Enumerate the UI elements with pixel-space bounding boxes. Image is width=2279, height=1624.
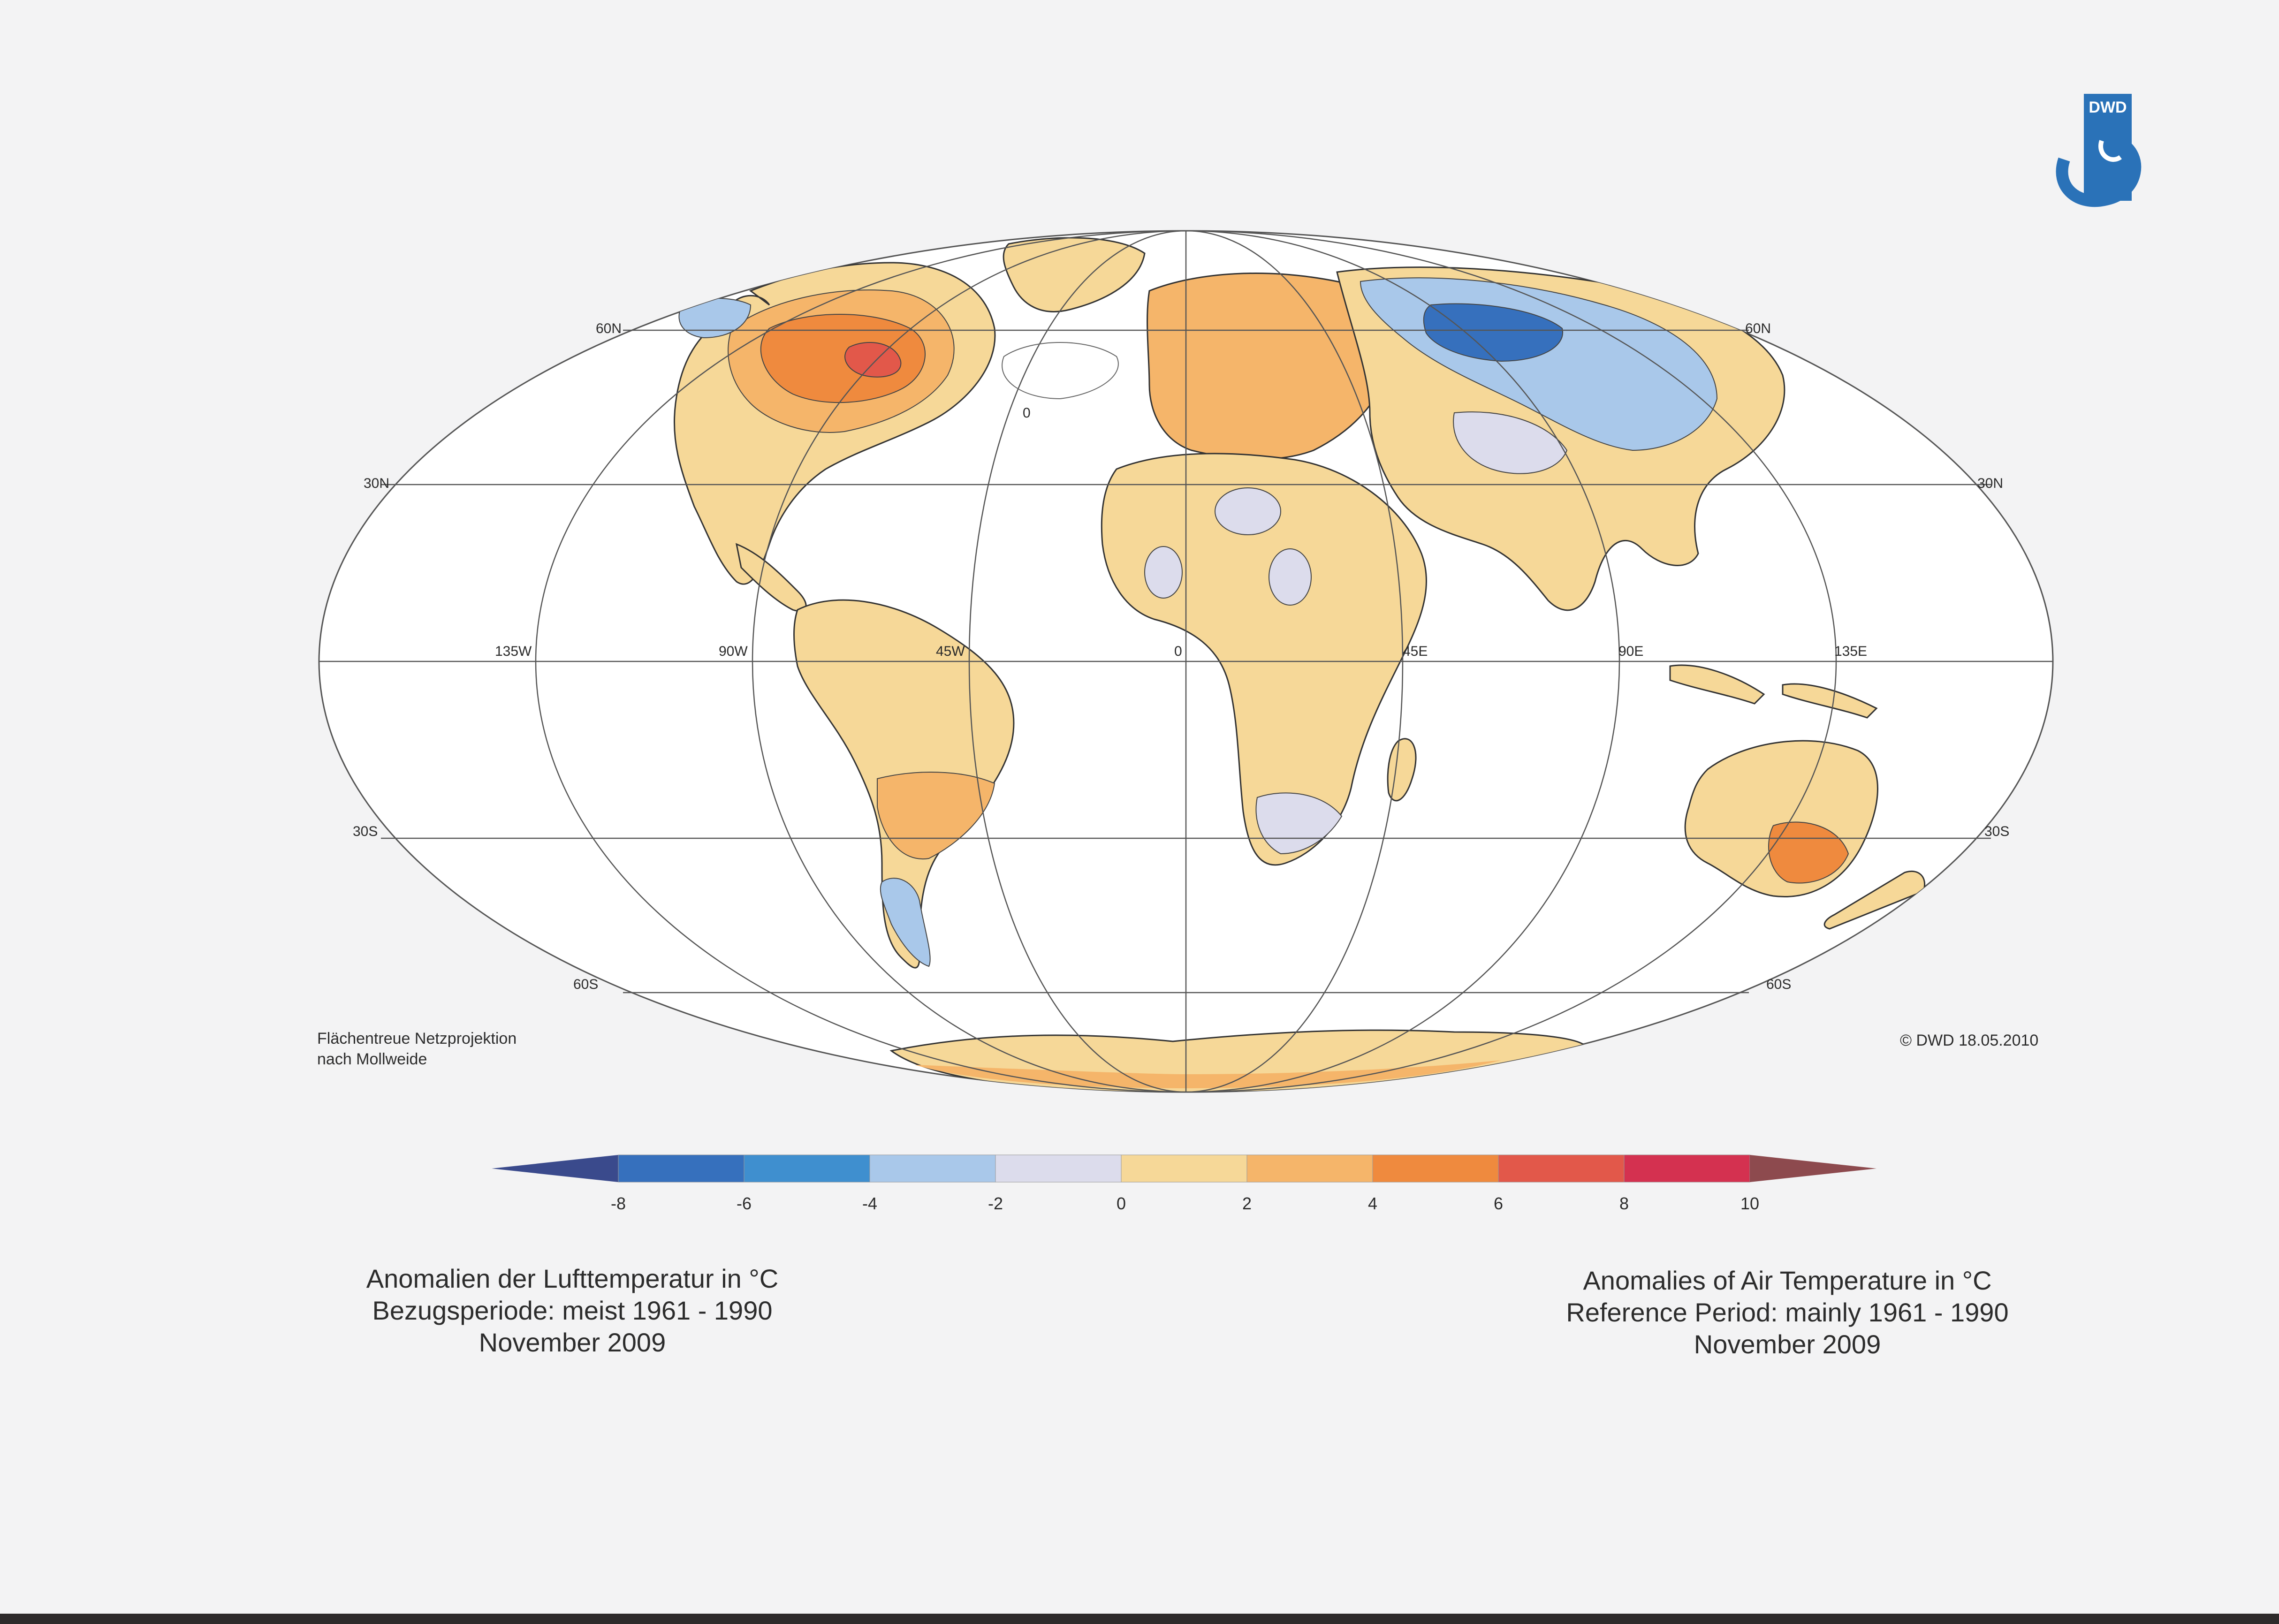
scale-tick-label: 0 [1117,1194,1126,1213]
caption-german-line-2: Bezugsperiode: meist 1961 - 1990 [372,1296,773,1325]
lon-label-45e: 45E [1403,644,1428,659]
lon-label-0: 0 [1174,644,1182,659]
lon-label-135e: 135E [1834,644,1867,659]
projection-note-line-2: nach Mollweide [317,1050,427,1068]
dwd-logo: DWD [2056,94,2142,207]
caption-german-line-1: Anomalien der Lufttemperatur in °C [366,1264,779,1293]
region-australia-warm [1768,821,1849,884]
projection-note: Flächentreue Netzprojektion nach Mollwei… [317,1028,517,1070]
scale-tick-label: 6 [1494,1194,1503,1213]
region-patagonia [880,878,931,967]
scale-box [869,1154,996,1183]
scale-box [618,1154,744,1183]
contour-zero [1002,342,1119,400]
region-europe [1147,273,1392,460]
region-antarctica-warm [915,1060,1501,1088]
continents [673,237,1926,1092]
lat-label-30s-right: 30S [1984,824,2009,839]
region-hudson-hot [844,342,902,378]
caption-english-line-1: Anomalies of Air Temperature in °C [1583,1266,1992,1295]
scale-box [1372,1154,1499,1183]
dwd-logo-text: DWD [2089,99,2127,116]
lon-label-45w: 45W [936,644,965,659]
region-south-america-warm [877,772,995,860]
caption-german-line-3: November 2009 [479,1328,666,1357]
scale-arrow-high [1750,1155,1876,1182]
region-sahara-cool [1215,487,1281,535]
region-madagascar [1387,738,1417,802]
lat-label-30n-right: 30N [1977,476,2003,491]
scale-box [1498,1154,1625,1183]
scale-arrow-low [492,1155,618,1182]
region-sibirien [1423,303,1564,362]
scale-box [1624,1154,1750,1183]
lat-label-30s-left: 30S [353,824,378,839]
region-asia-neutral [1453,411,1568,474]
scale-box [995,1154,1122,1183]
scan-border [0,1614,2279,1624]
region-central-africa-cool [1269,548,1312,606]
scale-box [1121,1154,1247,1183]
color-scale: -8 -6 -4 -2 0 2 4 6 8 10 [492,1154,1876,1213]
caption-english-line-3: November 2009 [1694,1329,1881,1359]
region-indonesia [1669,664,1878,719]
scale-box [744,1154,870,1183]
lon-label-90w: 90W [719,644,748,659]
caption-english: Anomalies of Air Temperature in °C Refer… [1506,1265,2069,1360]
dwd-logo-icon [2056,134,2142,207]
graticule-labels: 60N 60N 30N 30N 30S 30S 60S 60S 135W 90W… [353,321,2009,992]
scale-tick-label: -8 [611,1194,626,1213]
scale-tick-label: -4 [862,1194,877,1213]
scale-tick-label: 4 [1368,1194,1377,1213]
contour-label-zero: 0 [1023,405,1031,421]
copyright: © DWD 18.05.2010 [1900,1032,2039,1049]
scale-box [1246,1154,1373,1183]
scale-tick-label: -6 [737,1194,752,1213]
lat-label-60s-right: 60S [1766,977,1791,992]
region-west-africa-cool [1144,546,1183,599]
caption-english-line-2: Reference Period: mainly 1961 - 1990 [1566,1298,2009,1327]
lat-label-60n-right: 60N [1745,321,1771,336]
lon-label-135w: 135W [495,644,532,659]
lat-label-60n-left: 60N [596,321,622,336]
scale-tick-label: 8 [1619,1194,1629,1213]
graticule [319,230,2053,1093]
scale-tick-label: -2 [988,1194,1003,1213]
projection-note-line-1: Flächentreue Netzprojektion [317,1030,517,1047]
caption-german: Anomalien der Lufttemperatur in °C Bezug… [291,1263,854,1358]
region-north-east-canada [760,314,926,403]
lat-label-60s-left: 60S [573,977,598,992]
scale-tick-label: 10 [1740,1194,1759,1213]
scale-tick-label: 2 [1242,1194,1252,1213]
lat-label-30n-left: 30N [364,476,389,491]
lon-label-90e: 90E [1618,644,1643,659]
